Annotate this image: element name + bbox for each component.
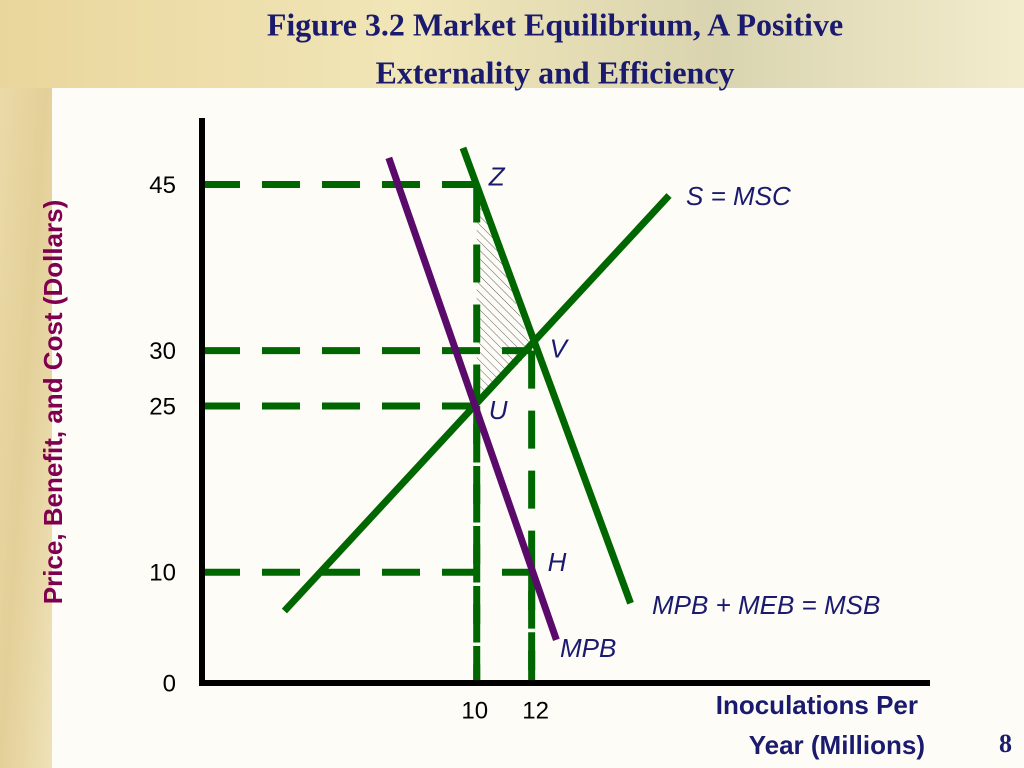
y-axis-label: Price, Benefit, and Cost (Dollars) [38, 200, 68, 605]
title-line: Externality and Efficiency [375, 54, 734, 90]
series-line [385, 156, 560, 641]
x-axis-label: Year (Millions) [749, 730, 925, 760]
x-tick-label: 12 [522, 697, 549, 724]
series-label: MPB + MEB = MSB [652, 590, 880, 620]
point-label: H [548, 547, 567, 577]
y-tick-label: 10 [149, 560, 176, 587]
point-label: U [489, 395, 508, 425]
series-line [459, 146, 634, 605]
top-banner [0, 0, 1024, 88]
y-tick-label: 25 [149, 393, 176, 420]
series-label: MPB [560, 633, 616, 663]
title-line: Figure 3.2 Market Equilibrium, A Positiv… [267, 6, 843, 42]
left-texture [0, 0, 52, 768]
page-number: 8 [999, 729, 1012, 758]
point-label: Z [488, 161, 506, 191]
y-tick-label: 45 [149, 172, 176, 199]
x-tick-label: 10 [461, 697, 488, 724]
y-tick-label: 30 [149, 338, 176, 365]
x-axis-label: Inoculations Per [716, 690, 918, 720]
series-label: S = MSC [686, 181, 791, 211]
point-label: V [550, 334, 570, 364]
y-tick-label: 0 [163, 670, 176, 697]
